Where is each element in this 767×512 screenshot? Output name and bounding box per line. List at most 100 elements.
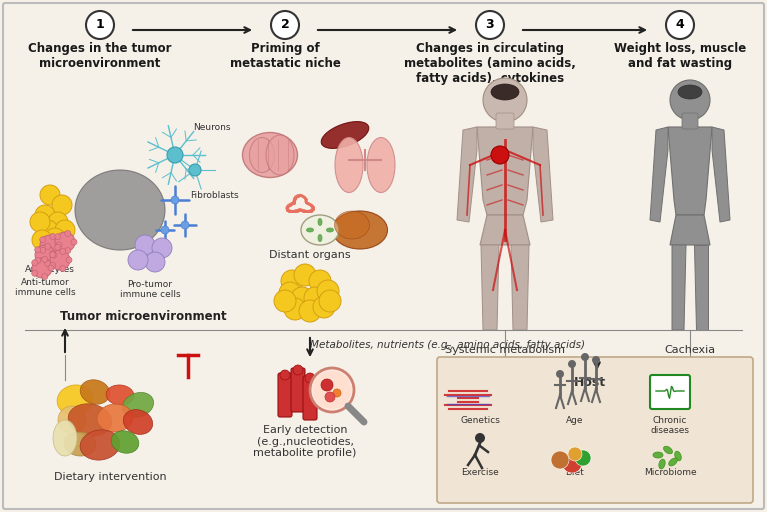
Circle shape (581, 353, 589, 361)
Ellipse shape (318, 234, 322, 242)
Ellipse shape (266, 135, 294, 175)
Circle shape (31, 270, 38, 276)
Circle shape (575, 450, 591, 466)
Circle shape (274, 290, 296, 312)
Circle shape (321, 379, 333, 391)
Circle shape (40, 185, 60, 205)
Text: Early detection
(e.g.,nucleotides,
metabolite profile): Early detection (e.g.,nucleotides, metab… (253, 425, 357, 458)
Text: Cachexia: Cachexia (664, 345, 716, 355)
Ellipse shape (675, 451, 681, 461)
Text: Microbiome: Microbiome (644, 468, 696, 477)
Text: Age: Age (566, 416, 584, 425)
Circle shape (56, 242, 62, 248)
Ellipse shape (81, 380, 110, 404)
Circle shape (313, 296, 335, 318)
FancyBboxPatch shape (437, 357, 753, 503)
Circle shape (475, 433, 485, 443)
FancyBboxPatch shape (650, 375, 690, 409)
Circle shape (284, 298, 306, 320)
Circle shape (325, 392, 335, 402)
Circle shape (40, 247, 46, 253)
Circle shape (52, 195, 72, 215)
Circle shape (50, 250, 70, 270)
Polygon shape (481, 245, 499, 330)
Ellipse shape (334, 211, 370, 239)
Circle shape (60, 248, 66, 254)
Ellipse shape (68, 404, 112, 436)
FancyBboxPatch shape (278, 373, 292, 417)
Circle shape (145, 252, 165, 272)
Circle shape (40, 237, 46, 243)
Text: Dietary intervention: Dietary intervention (54, 472, 166, 482)
Circle shape (55, 232, 75, 252)
Circle shape (35, 245, 55, 265)
Ellipse shape (333, 211, 387, 249)
Ellipse shape (663, 446, 673, 454)
Circle shape (66, 257, 72, 263)
Circle shape (167, 147, 183, 163)
Text: Changes in the tumor
microenvironment: Changes in the tumor microenvironment (28, 42, 172, 70)
Ellipse shape (53, 420, 77, 456)
Ellipse shape (321, 121, 369, 148)
Polygon shape (694, 245, 708, 330)
FancyBboxPatch shape (496, 113, 514, 129)
FancyBboxPatch shape (291, 368, 305, 412)
Circle shape (483, 78, 527, 122)
Circle shape (666, 11, 694, 39)
Circle shape (161, 226, 169, 234)
Circle shape (309, 270, 331, 292)
Circle shape (291, 287, 313, 309)
Circle shape (271, 11, 299, 39)
Ellipse shape (123, 410, 153, 434)
Text: 2: 2 (281, 18, 289, 32)
Circle shape (304, 287, 326, 309)
Circle shape (135, 235, 155, 255)
Circle shape (491, 146, 509, 164)
Ellipse shape (123, 393, 153, 417)
Polygon shape (650, 127, 668, 222)
Circle shape (41, 273, 48, 280)
Ellipse shape (249, 138, 275, 173)
Circle shape (50, 233, 56, 240)
Circle shape (181, 221, 189, 229)
Text: Adipocytes: Adipocytes (25, 265, 75, 274)
Circle shape (45, 228, 65, 248)
Text: Priming of
metastatic niche: Priming of metastatic niche (229, 42, 341, 70)
Text: Distant organs: Distant organs (269, 250, 351, 260)
Circle shape (299, 300, 321, 322)
Text: Diet: Diet (565, 468, 584, 477)
Circle shape (44, 261, 51, 267)
Text: Systemic metabolism: Systemic metabolism (445, 345, 565, 355)
Ellipse shape (57, 385, 93, 415)
Text: Changes in circulating
metabolites (amino acids,
fatty acids), cytokines: Changes in circulating metabolites (amin… (404, 42, 576, 85)
Text: 4: 4 (676, 18, 684, 32)
Circle shape (40, 235, 60, 255)
Ellipse shape (64, 432, 96, 456)
Polygon shape (457, 127, 477, 222)
Circle shape (35, 205, 55, 225)
Circle shape (31, 260, 38, 266)
Circle shape (48, 265, 54, 271)
FancyBboxPatch shape (682, 113, 698, 129)
Ellipse shape (106, 385, 134, 405)
Circle shape (189, 164, 201, 176)
Ellipse shape (367, 138, 395, 193)
Circle shape (50, 252, 56, 258)
Polygon shape (668, 127, 712, 215)
Circle shape (556, 370, 564, 378)
Circle shape (38, 220, 58, 240)
Ellipse shape (653, 452, 663, 458)
Polygon shape (477, 127, 533, 215)
Ellipse shape (678, 85, 702, 99)
Polygon shape (670, 215, 710, 245)
Circle shape (279, 282, 301, 304)
Circle shape (30, 212, 50, 232)
Circle shape (568, 447, 582, 461)
Polygon shape (533, 127, 553, 222)
Polygon shape (672, 245, 686, 330)
Text: Anti-tumor
immune cells: Anti-tumor immune cells (15, 278, 75, 297)
Circle shape (64, 230, 71, 237)
Circle shape (44, 243, 51, 249)
Ellipse shape (75, 170, 165, 250)
Ellipse shape (301, 215, 339, 245)
